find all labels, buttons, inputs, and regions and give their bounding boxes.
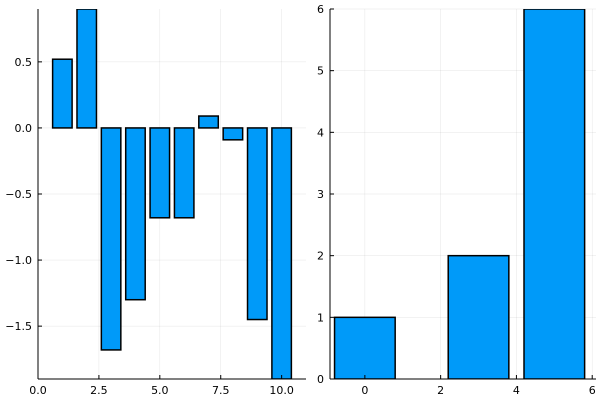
left-bar	[76, 9, 98, 129]
left-bar	[100, 127, 122, 351]
right-bar	[523, 9, 586, 379]
left-bar	[51, 58, 73, 129]
right-y-tick-label: 3	[317, 188, 324, 201]
left-bars	[51, 9, 293, 379]
left-x-tick-label: 7.5	[212, 384, 230, 397]
right-y-tick-label: 1	[317, 311, 324, 324]
left-bar-chart: 0.0 2.5 5.0 7.5 10.0 −1.5 −1.0 −0.5 0.0 0.5	[5, 9, 306, 397]
left-x-tick-label: 2.5	[90, 384, 108, 397]
right-bar-chart: 0 2 4 6 0 1 2 3 4 5 6	[317, 3, 596, 397]
left-bar	[246, 127, 268, 321]
left-bar	[222, 127, 244, 141]
left-bar	[198, 115, 220, 129]
right-y-tick-label: 6	[317, 3, 324, 16]
right-y-tick-label: 5	[317, 65, 324, 78]
right-y-tick-label: 4	[317, 126, 324, 139]
left-y-tick-label: −1.5	[5, 320, 32, 333]
right-bar	[333, 316, 396, 379]
left-bar	[149, 127, 171, 219]
left-y-tick-label: −1.0	[5, 254, 32, 267]
left-bar	[271, 127, 293, 379]
left-y-tick-label: 0.5	[15, 56, 33, 69]
left-x-tick-label: 10.0	[269, 384, 294, 397]
left-x-tick-label: 0.0	[29, 384, 47, 397]
left-y-tick-label: −0.5	[5, 188, 32, 201]
right-x-tick-label: 6	[589, 384, 596, 397]
right-bars	[333, 9, 586, 379]
right-x-tick-label: 4	[513, 384, 520, 397]
right-y-tick-label: 0	[317, 373, 324, 386]
right-x-tick-label: 0	[361, 384, 368, 397]
left-y-tick-label: 0.0	[15, 122, 33, 135]
left-x-tick-label: 5.0	[151, 384, 169, 397]
left-bar	[173, 127, 195, 219]
right-x-tick-label: 2	[437, 384, 444, 397]
right-bar	[447, 254, 510, 379]
left-bar	[124, 127, 146, 301]
right-y-tick-label: 2	[317, 250, 324, 263]
